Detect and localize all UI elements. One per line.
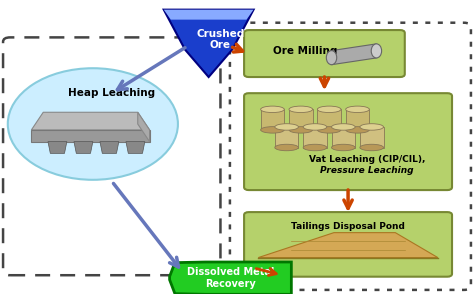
- Polygon shape: [31, 130, 150, 142]
- Polygon shape: [318, 109, 341, 130]
- Polygon shape: [331, 127, 355, 148]
- Text: Heap Leaching: Heap Leaching: [68, 88, 155, 98]
- Ellipse shape: [289, 106, 313, 113]
- Ellipse shape: [303, 144, 327, 151]
- Polygon shape: [275, 127, 299, 148]
- Ellipse shape: [318, 127, 341, 133]
- Polygon shape: [126, 142, 145, 153]
- Ellipse shape: [275, 144, 299, 151]
- Polygon shape: [31, 112, 150, 130]
- Ellipse shape: [318, 106, 341, 113]
- Ellipse shape: [289, 127, 313, 133]
- Text: Crushed
Ore: Crushed Ore: [196, 29, 245, 50]
- Ellipse shape: [360, 144, 383, 151]
- Polygon shape: [261, 109, 284, 130]
- Text: Vat Leaching (CIP/CIL),: Vat Leaching (CIP/CIL),: [309, 155, 425, 164]
- Polygon shape: [170, 262, 292, 294]
- Polygon shape: [48, 142, 67, 153]
- Polygon shape: [289, 109, 313, 130]
- Text: Dissolved Metal
Recovery: Dissolved Metal Recovery: [187, 267, 274, 289]
- Ellipse shape: [331, 144, 355, 151]
- Polygon shape: [100, 142, 119, 153]
- Text: Pressure Leaching: Pressure Leaching: [320, 166, 414, 176]
- Ellipse shape: [326, 51, 337, 65]
- Ellipse shape: [303, 124, 327, 130]
- Polygon shape: [138, 112, 150, 142]
- FancyBboxPatch shape: [244, 93, 452, 190]
- Polygon shape: [258, 233, 438, 258]
- FancyBboxPatch shape: [244, 212, 452, 277]
- Polygon shape: [303, 127, 327, 148]
- Polygon shape: [164, 10, 254, 20]
- Polygon shape: [74, 142, 93, 153]
- Ellipse shape: [360, 124, 383, 130]
- Ellipse shape: [8, 68, 178, 180]
- Ellipse shape: [275, 124, 299, 130]
- Text: Tailings Disposal Pond: Tailings Disposal Pond: [291, 222, 405, 231]
- Ellipse shape: [346, 127, 369, 133]
- Ellipse shape: [371, 44, 382, 58]
- Ellipse shape: [261, 127, 284, 133]
- FancyBboxPatch shape: [244, 30, 405, 77]
- Polygon shape: [331, 44, 376, 65]
- Polygon shape: [346, 109, 369, 130]
- Ellipse shape: [331, 124, 355, 130]
- Text: Ore Milling: Ore Milling: [273, 46, 337, 56]
- Ellipse shape: [346, 106, 369, 113]
- Ellipse shape: [261, 106, 284, 113]
- Polygon shape: [164, 10, 254, 77]
- Polygon shape: [360, 127, 383, 148]
